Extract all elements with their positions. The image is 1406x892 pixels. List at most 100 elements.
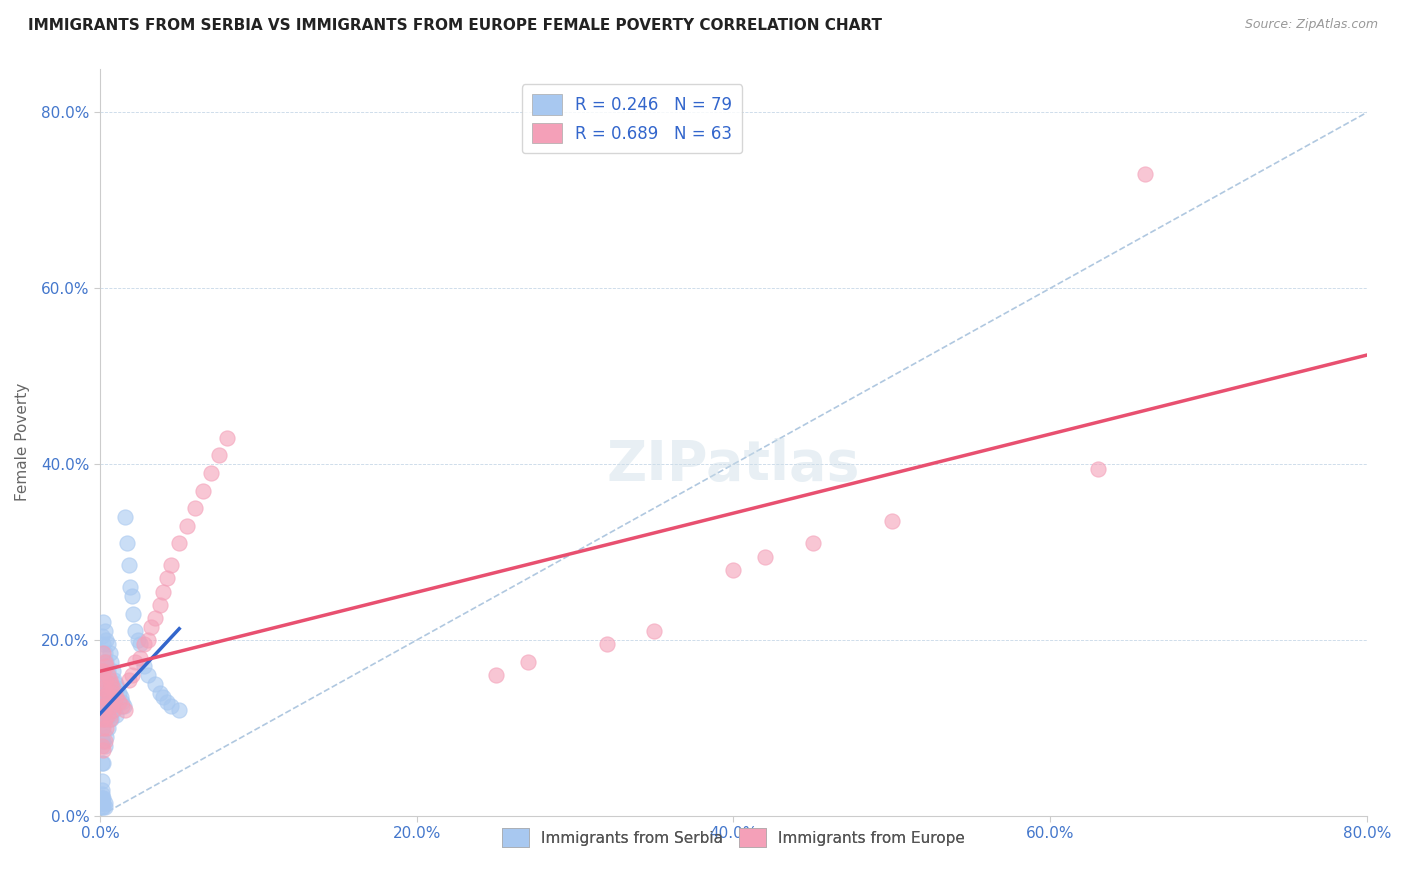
- Point: [94, 664, 117, 678]
- Point: [90, 721, 112, 735]
- Point: [91, 637, 114, 651]
- Point: [90, 695, 112, 709]
- Point: [90, 791, 112, 805]
- Point: [100, 655, 122, 669]
- Point: [120, 580, 142, 594]
- Point: [97, 668, 120, 682]
- Point: [167, 536, 190, 550]
- Point: [94, 690, 117, 705]
- Point: [96, 703, 118, 717]
- Point: [90, 782, 112, 797]
- Point: [90, 787, 112, 801]
- Point: [111, 698, 134, 713]
- Point: [149, 686, 172, 700]
- Point: [596, 637, 619, 651]
- Point: [94, 655, 117, 669]
- Point: [96, 721, 118, 735]
- Text: ZIPatlas: ZIPatlas: [606, 438, 860, 491]
- Point: [91, 800, 114, 814]
- Point: [91, 681, 114, 696]
- Point: [114, 703, 136, 717]
- Point: [184, 501, 207, 516]
- Point: [108, 686, 131, 700]
- Point: [91, 664, 114, 678]
- Point: [94, 734, 117, 748]
- Point: [98, 690, 121, 705]
- Point: [200, 466, 222, 480]
- Point: [134, 659, 156, 673]
- Point: [96, 730, 118, 744]
- Point: [1133, 167, 1156, 181]
- Point: [139, 620, 162, 634]
- Point: [880, 514, 903, 528]
- Point: [91, 734, 114, 748]
- Point: [191, 483, 214, 498]
- Point: [516, 655, 538, 669]
- Point: [1087, 461, 1109, 475]
- Point: [111, 695, 134, 709]
- Point: [97, 664, 120, 678]
- Point: [117, 558, 139, 573]
- Point: [90, 629, 112, 643]
- Point: [124, 624, 146, 639]
- Point: [97, 707, 120, 722]
- Point: [127, 633, 149, 648]
- Point: [152, 690, 174, 705]
- Point: [91, 796, 114, 810]
- Point: [90, 690, 112, 705]
- Point: [94, 800, 117, 814]
- Point: [96, 698, 118, 713]
- Point: [97, 637, 120, 651]
- Point: [152, 584, 174, 599]
- Point: [155, 695, 177, 709]
- Point: [97, 721, 120, 735]
- Point: [176, 518, 198, 533]
- Point: [90, 756, 112, 771]
- Point: [108, 695, 131, 709]
- Point: [104, 677, 127, 691]
- Point: [94, 739, 117, 753]
- Point: [115, 536, 138, 550]
- Point: [136, 668, 159, 682]
- Point: [91, 791, 114, 805]
- Point: [94, 712, 117, 726]
- Point: [94, 624, 117, 639]
- Point: [91, 756, 114, 771]
- Text: IMMIGRANTS FROM SERBIA VS IMMIGRANTS FROM EUROPE FEMALE POVERTY CORRELATION CHAR: IMMIGRANTS FROM SERBIA VS IMMIGRANTS FRO…: [28, 18, 882, 33]
- Point: [101, 703, 124, 717]
- Point: [754, 549, 776, 564]
- Point: [90, 739, 112, 753]
- Point: [145, 677, 167, 691]
- Point: [112, 698, 135, 713]
- Point: [91, 743, 114, 757]
- Point: [149, 598, 172, 612]
- Point: [91, 615, 114, 630]
- Point: [96, 677, 118, 691]
- Point: [96, 633, 118, 648]
- Point: [107, 681, 129, 696]
- Point: [90, 734, 112, 748]
- Point: [145, 611, 167, 625]
- Point: [90, 703, 112, 717]
- Point: [90, 664, 112, 678]
- Point: [103, 686, 125, 700]
- Point: [98, 646, 121, 660]
- Point: [128, 650, 150, 665]
- Point: [98, 673, 121, 687]
- Point: [98, 677, 121, 691]
- Point: [98, 712, 121, 726]
- Point: [98, 707, 121, 722]
- Point: [121, 668, 143, 682]
- Point: [128, 637, 150, 651]
- Point: [101, 664, 124, 678]
- Legend: Immigrants from Serbia, Immigrants from Europe: Immigrants from Serbia, Immigrants from …: [495, 822, 972, 853]
- Point: [801, 536, 824, 550]
- Point: [96, 655, 118, 669]
- Point: [101, 695, 124, 709]
- Point: [96, 659, 118, 673]
- Point: [215, 431, 238, 445]
- Point: [96, 677, 118, 691]
- Point: [91, 721, 114, 735]
- Point: [90, 664, 112, 678]
- Point: [208, 449, 231, 463]
